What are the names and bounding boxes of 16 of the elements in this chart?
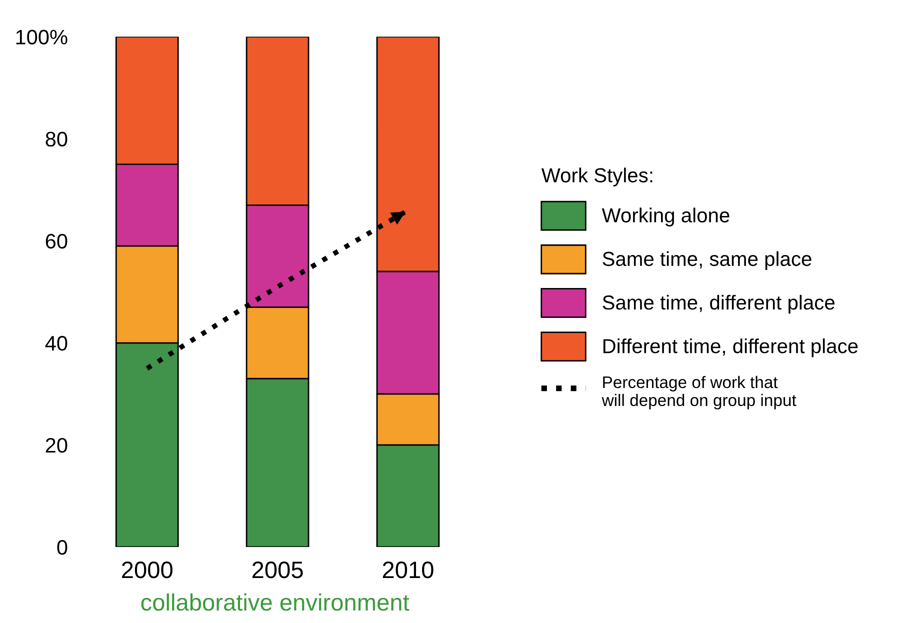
legend-title: Work Styles: — [541, 168, 652, 186]
x-tick-label: 2005 — [252, 562, 303, 578]
y-tick-label: 60 — [46, 234, 68, 249]
legend-label: Percentage of work that will depend on group input — [602, 376, 796, 410]
legend-label: Same time, different place — [602, 294, 834, 314]
legend-label: Same time, same place — [602, 251, 812, 270]
legend-label: Different time, different place — [603, 338, 858, 358]
legend-label: Working alone — [602, 208, 730, 226]
y-tick-label: 0 — [57, 540, 68, 555]
y-tick-label: 100% — [16, 30, 68, 45]
x-tick-label: 2000 — [122, 562, 172, 578]
text: collaborative environment — [141, 593, 410, 611]
x-tick-label: 2010 — [382, 562, 434, 578]
y-tick-label: 80 — [46, 132, 68, 147]
y-tick-label: 40 — [45, 336, 68, 351]
y-tick-label: 20 — [46, 438, 68, 453]
